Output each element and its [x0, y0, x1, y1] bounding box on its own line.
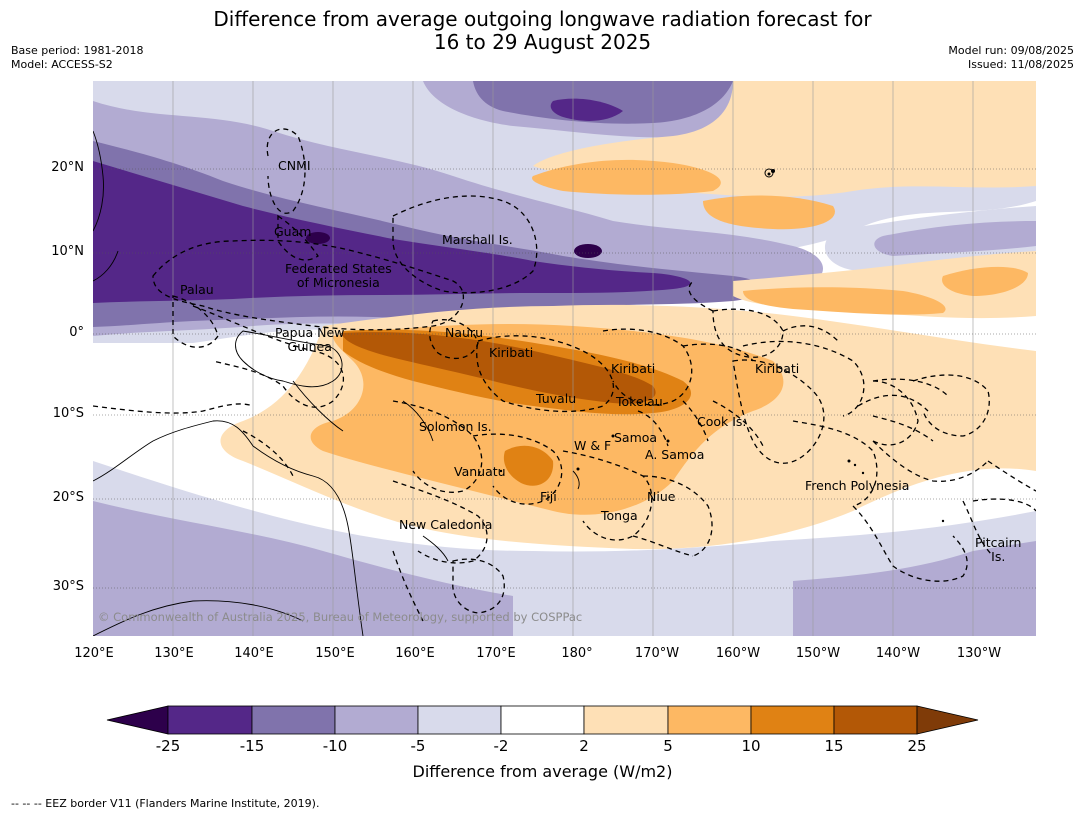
lon-label-160w: 160°W [715, 646, 761, 661]
lat-label-10n: 10°N [51, 244, 84, 259]
coastlines [93, 130, 580, 636]
colorbar-tick-2: -10 [322, 737, 348, 755]
colorbar [106, 705, 979, 735]
colorbar-tick-5: 2 [579, 737, 589, 755]
label-tuvalu: Tuvalu [536, 391, 577, 406]
colorbar-segment-4 [417, 705, 502, 735]
colorbar-segment-7 [667, 705, 752, 735]
colorbar-segment-3 [334, 705, 419, 735]
colorbar-tick-4: -2 [493, 737, 509, 755]
lon-label-130w: 130°W [956, 646, 1002, 661]
lon-label-150w: 150°W [795, 646, 841, 661]
colorbar-tick-3: -5 [410, 737, 426, 755]
lon-label-150e: 150°E [315, 646, 355, 661]
contour-dark-purple-top [473, 81, 733, 124]
label-new-caledonia: New Caledonia [399, 517, 493, 532]
label-solomon-islands: Solomon Is. [419, 419, 492, 434]
colorbar-tick-9: 25 [907, 737, 927, 755]
lon-label-170w: 170°W [634, 646, 680, 661]
lon-label-160e: 160°E [395, 646, 435, 661]
label-kiribati-central: Kiribati [611, 361, 656, 376]
label-niue: Niue [647, 489, 676, 504]
colorbar-segment-6 [583, 705, 669, 735]
contour-orange-east [743, 287, 946, 315]
label-samoa: Samoa [614, 430, 658, 445]
label-nauru: Nauru [445, 325, 483, 340]
contour-darkest-purple-guam [306, 232, 330, 244]
label-american-samoa: A. Samoa [645, 447, 705, 462]
contour-purple-south-east [793, 541, 1036, 636]
islands [499, 168, 945, 523]
title-line-1: Difference from average outgoing longwav… [213, 7, 872, 31]
graticule [172, 81, 974, 636]
contour-dark-orange-south [503, 445, 554, 486]
colorbar-segment-2 [251, 705, 336, 735]
label-cook-islands: Cook Is. [697, 414, 747, 429]
colorbar-tick-7: 10 [741, 737, 761, 755]
lat-label-30s: 30°S [52, 579, 84, 594]
lon-label-120e: 120°E [74, 646, 114, 661]
lat-label-0: 0° [69, 325, 84, 340]
contour-orange-far-east [942, 266, 1028, 296]
label-pitcairn-islands: Pitcairn Is. [975, 535, 1022, 564]
colorbar-title: Difference from average (W/m2) [412, 762, 673, 781]
colorbar-segment-9 [833, 705, 918, 735]
lon-label-130e: 130°E [154, 646, 194, 661]
graticule-lat [93, 168, 1036, 589]
colorbar-tick-0: -25 [155, 737, 181, 755]
label-french-polynesia: French Polynesia [805, 478, 910, 493]
contour-darkest-purple [574, 244, 602, 258]
eez-borders [93, 128, 1036, 622]
colorbar-segment-8 [750, 705, 835, 735]
label-fiji: Fiji [540, 489, 557, 504]
colorbar-tick-6: 5 [663, 737, 673, 755]
colorbar-min-extension [106, 705, 169, 735]
label-wallis-futuna: W & F [574, 438, 612, 453]
colorbar-tick-8: 15 [824, 737, 844, 755]
label-marshall-islands: Marshall Is. [442, 232, 513, 247]
colorbar-tick-1: -15 [239, 737, 265, 755]
chart-title: Difference from average outgoing longwav… [0, 8, 1085, 54]
lon-label-140w: 140°W [875, 646, 921, 661]
eez-footnote: -- -- -- EEZ border V11 (Flanders Marine… [11, 797, 320, 810]
label-tokelau: Tokelau [616, 394, 663, 409]
lon-label-140e: 140°E [234, 646, 274, 661]
label-federated-states-micronesia: Federated States of Micronesia [285, 261, 392, 290]
lon-label-170e: 170°E [476, 646, 516, 661]
title-line-2: 16 to 29 August 2025 [433, 30, 652, 54]
colorbar-max-extension [916, 705, 979, 735]
label-vanuatu: Vanuatu [454, 464, 506, 479]
contour-purple-south [93, 501, 513, 636]
label-papua-new-guinea: Papua New Guinea [275, 325, 345, 354]
label-kiribati-west: Kiribati [489, 345, 534, 360]
contour-deep-purple-top [550, 98, 623, 121]
contour-purple-east [874, 221, 1036, 256]
model-name: Model: ACCESS-S2 [11, 58, 113, 71]
label-cnmi: CNMI [278, 158, 311, 173]
lat-label-20s: 20°S [52, 490, 84, 505]
base-period: Base period: 1981-2018 [11, 44, 144, 57]
model-run: Model run: 09/08/2025 [948, 44, 1074, 57]
contour-brown [341, 332, 656, 404]
label-tonga: Tonga [601, 508, 638, 523]
label-kiribati-east: Kiribati [755, 361, 800, 376]
anomaly-map [93, 81, 1036, 636]
map-panel: CNMI Guam Marshall Is. Federated States … [93, 81, 1036, 636]
label-guam: Guam [274, 224, 312, 239]
meta-left: Base period: 1981-2018 Model: ACCESS-S2 [11, 44, 143, 72]
lon-label-180: 180° [561, 646, 593, 661]
contour-orange-north [532, 159, 721, 195]
meta-right: Model run: 09/08/2025 Issued: 11/08/2025 [948, 44, 1074, 72]
colorbar-segment-5 [500, 705, 585, 735]
copyright-notice: © Commonwealth of Australia 2025, Bureau… [98, 610, 583, 624]
lat-label-20n: 20°N [51, 160, 84, 175]
contour-orange-north-east [703, 195, 835, 230]
issued-date: Issued: 11/08/2025 [967, 58, 1074, 71]
label-palau: Palau [180, 282, 214, 297]
lat-label-10s: 10°S [52, 406, 84, 421]
contour-deep-purple [93, 161, 691, 303]
colorbar-segment-1 [167, 705, 253, 735]
